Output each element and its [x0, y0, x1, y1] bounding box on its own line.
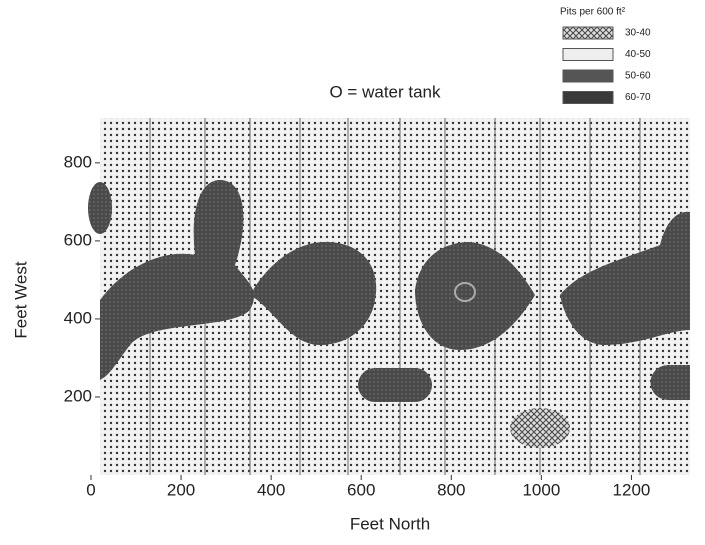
water-tank [454, 282, 476, 302]
legend-swatch [562, 91, 614, 104]
x-tick-label: 1000 [522, 480, 560, 499]
y-tick-label: 600 [64, 230, 92, 249]
legend-swatch [562, 69, 614, 83]
x-tick-label: 0 [86, 480, 95, 499]
x-tick-label: 800 [437, 480, 465, 499]
legend-label: 40-50 [625, 49, 651, 60]
low-density-region [510, 408, 570, 448]
x-axis-label: Feet North [350, 514, 430, 533]
map-area [88, 118, 690, 475]
y-tick-label: 800 [64, 152, 92, 171]
x-tick-label: 1200 [613, 480, 651, 499]
legend-title: Pits per 600 ft² [560, 7, 626, 18]
x-tick-label: 200 [167, 480, 195, 499]
legend-swatch [562, 26, 614, 40]
annotation: O = water tank [329, 82, 441, 101]
legend-swatch [562, 48, 614, 61]
density-regions [88, 180, 690, 402]
legend-label: 60-70 [625, 92, 651, 103]
legend-label: 30-40 [625, 28, 651, 39]
y-tick-label: 200 [64, 386, 92, 405]
y-axis-label: Feet West [11, 261, 30, 338]
y-tick-label: 400 [64, 308, 92, 327]
x-tick-label: 600 [347, 480, 375, 499]
legend-label: 50-60 [625, 71, 651, 82]
x-tick-label: 400 [257, 480, 285, 499]
